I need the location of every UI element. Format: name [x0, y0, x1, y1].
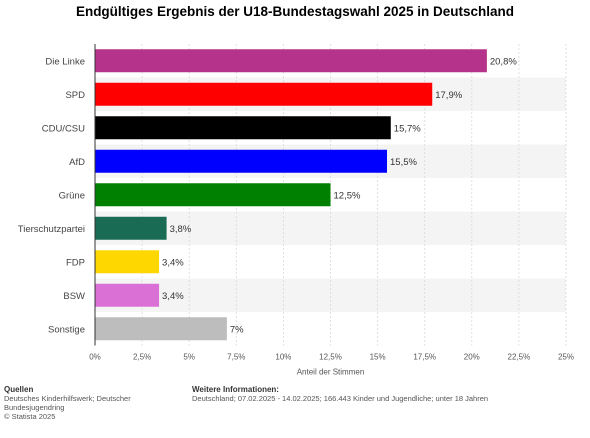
category-label: FDP: [66, 257, 85, 268]
category-label: SPD: [65, 90, 85, 101]
x-tick-label: 22,5%: [508, 353, 531, 362]
x-tick-label: 25%: [558, 353, 574, 362]
value-label: 17,9%: [435, 90, 462, 101]
info-block: Weitere Informationen: Deutschland; 07.0…: [192, 385, 572, 403]
bar: [95, 116, 391, 140]
info-heading: Weitere Informationen:: [192, 385, 279, 394]
copyright: © Statista 2025: [4, 412, 56, 421]
x-axis-label: Anteil der Stimmen: [297, 368, 365, 377]
value-label: 12,5%: [334, 190, 361, 201]
bar: [95, 216, 167, 240]
value-label: 15,5%: [390, 157, 417, 168]
x-tick-label: 17,5%: [413, 353, 436, 362]
value-label: 3,4%: [162, 291, 184, 302]
category-label: Tierschutzpartei: [18, 224, 85, 235]
value-label: 7%: [230, 324, 244, 335]
chart-title: Endgültiges Ergebnis der U18-Bundestagsw…: [75, 4, 515, 19]
bar: [95, 250, 160, 274]
bar: [95, 183, 331, 207]
bar-chart: Die Linke 20,8% SPD 17,9% CDU/CSU 15,7% AfD 15,…: [18, 44, 574, 377]
sources-block: Quellen Deutsches Kinderhilfswerk; Deuts…: [4, 385, 174, 421]
bar: [95, 317, 227, 341]
bar: [95, 149, 388, 173]
category-label: AfD: [69, 157, 85, 168]
x-tick-label: 20%: [464, 353, 480, 362]
sources-text: Deutsches Kinderhilfswerk; Deutscher Bun…: [4, 394, 131, 412]
x-tick-label: 7,5%: [227, 353, 245, 362]
x-tick-label: 0%: [89, 353, 101, 362]
x-tick-label: 2,5%: [133, 353, 151, 362]
x-tick-label: 12,5%: [319, 353, 342, 362]
value-label: 3,8%: [170, 224, 192, 235]
x-tick-label: 5%: [183, 353, 195, 362]
x-tick-label: 15%: [370, 353, 386, 362]
value-label: 3,4%: [162, 257, 184, 268]
category-label: BSW: [63, 291, 85, 302]
category-label: Grüne: [59, 190, 85, 201]
sources-heading: Quellen: [4, 385, 34, 394]
value-label: 20,8%: [490, 56, 517, 67]
bar: [95, 283, 160, 307]
value-label: 15,7%: [394, 123, 421, 134]
info-text: Deutschland; 07.02.2025 - 14.02.2025; 16…: [192, 394, 489, 403]
category-label: Sonstige: [48, 324, 85, 335]
bar: [95, 82, 433, 106]
x-tick-label: 10%: [275, 353, 291, 362]
bar: [95, 49, 487, 73]
category-label: CDU/CSU: [42, 123, 85, 134]
category-label: Die Linke: [45, 56, 85, 67]
